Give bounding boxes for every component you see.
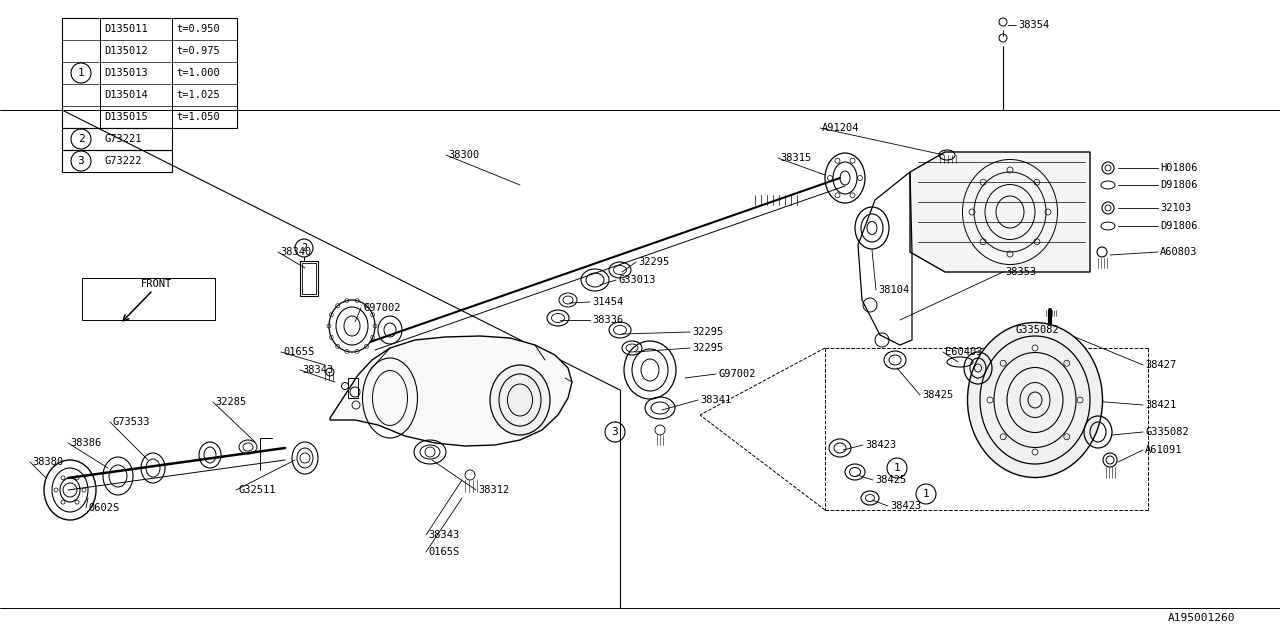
Text: 38386: 38386 — [70, 438, 101, 448]
Text: 38343: 38343 — [302, 365, 333, 375]
Text: 38421: 38421 — [1146, 400, 1176, 410]
Text: 2: 2 — [301, 243, 307, 253]
Text: 38315: 38315 — [780, 153, 812, 163]
Text: 1: 1 — [78, 68, 84, 78]
Text: 38300: 38300 — [448, 150, 479, 160]
Bar — [302, 263, 316, 294]
Ellipse shape — [968, 323, 1102, 477]
Text: A61091: A61091 — [1146, 445, 1183, 455]
Text: 38341: 38341 — [700, 395, 731, 405]
Text: 1: 1 — [923, 489, 929, 499]
Text: G33013: G33013 — [618, 275, 655, 285]
Polygon shape — [910, 152, 1091, 272]
Text: 38425: 38425 — [876, 475, 906, 485]
Text: A91204: A91204 — [822, 123, 859, 133]
Bar — [61, 128, 172, 150]
Text: G335082: G335082 — [1146, 427, 1189, 437]
Text: G97002: G97002 — [718, 369, 755, 379]
Text: G73221: G73221 — [104, 134, 142, 144]
Bar — [300, 261, 317, 296]
Text: 38312: 38312 — [477, 485, 509, 495]
Text: H01806: H01806 — [1160, 163, 1198, 173]
Bar — [348, 378, 358, 398]
Text: 38427: 38427 — [1146, 360, 1176, 370]
Text: D135013: D135013 — [104, 68, 147, 78]
Text: 3: 3 — [78, 156, 84, 166]
Text: 32103: 32103 — [1160, 203, 1192, 213]
Text: 0165S: 0165S — [428, 547, 460, 557]
Text: t=1.025: t=1.025 — [177, 90, 220, 100]
Text: 38380: 38380 — [32, 457, 63, 467]
Text: D91806: D91806 — [1160, 180, 1198, 190]
Text: FRONT: FRONT — [141, 279, 172, 289]
Text: 32295: 32295 — [692, 327, 723, 337]
Text: 38423: 38423 — [890, 501, 922, 511]
Text: 38425: 38425 — [922, 390, 954, 400]
Text: D135015: D135015 — [104, 112, 147, 122]
Text: 0602S: 0602S — [88, 503, 119, 513]
Text: G73222: G73222 — [104, 156, 142, 166]
Text: 2: 2 — [78, 134, 84, 144]
Bar — [61, 18, 237, 128]
Text: 38353: 38353 — [1005, 267, 1037, 277]
Text: 32285: 32285 — [215, 397, 246, 407]
Bar — [61, 150, 172, 172]
Text: A195001260: A195001260 — [1169, 613, 1235, 623]
Text: 32295: 32295 — [692, 343, 723, 353]
Text: 32295: 32295 — [637, 257, 669, 267]
Text: 3: 3 — [612, 427, 618, 437]
Text: t=1.000: t=1.000 — [177, 68, 220, 78]
Polygon shape — [330, 336, 572, 446]
Text: 38423: 38423 — [865, 440, 896, 450]
Text: G32511: G32511 — [238, 485, 275, 495]
Text: D135011: D135011 — [104, 24, 147, 34]
Text: t=0.975: t=0.975 — [177, 46, 220, 56]
Text: 0165S: 0165S — [283, 347, 315, 357]
Text: D135014: D135014 — [104, 90, 147, 100]
Text: A60803: A60803 — [1160, 247, 1198, 257]
Text: t=0.950: t=0.950 — [177, 24, 220, 34]
Text: 38354: 38354 — [1018, 20, 1050, 30]
Text: G73533: G73533 — [113, 417, 150, 427]
Ellipse shape — [490, 365, 550, 435]
Text: 38343: 38343 — [428, 530, 460, 540]
Text: 38336: 38336 — [593, 315, 623, 325]
Text: G335082: G335082 — [1015, 325, 1059, 335]
Text: D135012: D135012 — [104, 46, 147, 56]
Text: 31454: 31454 — [593, 297, 623, 307]
Text: 38340: 38340 — [280, 247, 311, 257]
Text: D91806: D91806 — [1160, 221, 1198, 231]
Text: G97002: G97002 — [364, 303, 401, 313]
Text: E60403: E60403 — [945, 347, 983, 357]
Text: 1: 1 — [893, 463, 900, 473]
Text: 38104: 38104 — [878, 285, 909, 295]
Text: t=1.050: t=1.050 — [177, 112, 220, 122]
